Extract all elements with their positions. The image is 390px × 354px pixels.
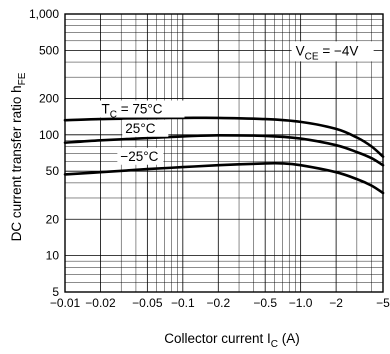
- x-tick-label: −0.1: [171, 296, 195, 310]
- y-tick-label: 5: [52, 285, 59, 299]
- series-line-1: [63, 133, 385, 167]
- condition-label: VCE = −4V: [296, 43, 359, 62]
- y-tick-label: 50: [46, 164, 60, 178]
- series-label-bg: [117, 147, 164, 165]
- y-tick-label: 500: [39, 43, 59, 57]
- x-tick-label: −0.5: [253, 296, 277, 310]
- y-tick-label: 10: [46, 249, 60, 263]
- y-tick-label: 200: [39, 91, 59, 105]
- x-tick-label: −0.05: [132, 296, 163, 310]
- y-axis-label: DC current transfer ratio hFE: [9, 72, 28, 241]
- condition-bg: [291, 41, 374, 62]
- series-label-0: TC = 75°C: [101, 102, 162, 121]
- series-line-0: [63, 116, 385, 158]
- series-line-2: [63, 161, 385, 195]
- x-axis-label: Collector current IC (A): [164, 331, 300, 350]
- x-tick-labels: −0.01 −0.02 −0.05 −0.1 −0.2 −0.5 −1.0 −2 −5: [50, 296, 390, 310]
- plot-frame: [64, 13, 384, 293]
- x-tick-label: −0.02: [85, 296, 116, 310]
- y-tick-label: 20: [46, 212, 60, 226]
- series-label-bg: [122, 119, 169, 137]
- x-tick-label: −5: [376, 296, 390, 310]
- series-label-2: −25°C: [120, 149, 158, 164]
- series-curves: [63, 116, 385, 195]
- y-tick-label: 1,000: [29, 7, 59, 21]
- x-tick-label: −0.01: [50, 296, 81, 310]
- series-label-bg: [98, 100, 185, 118]
- x-tick-label: −2: [329, 296, 343, 310]
- x-tick-label: −1.0: [289, 296, 313, 310]
- series-label-1: 25°C: [125, 121, 155, 136]
- annotations: TC = 75°C25°C −25°C VCE = −4V Collector cur…: [9, 41, 374, 350]
- y-tick-labels: 5 10 20 50 100 200 500 1,000: [29, 7, 59, 299]
- y-tick-label: 100: [39, 128, 59, 142]
- x-tick-label: −0.2: [206, 296, 230, 310]
